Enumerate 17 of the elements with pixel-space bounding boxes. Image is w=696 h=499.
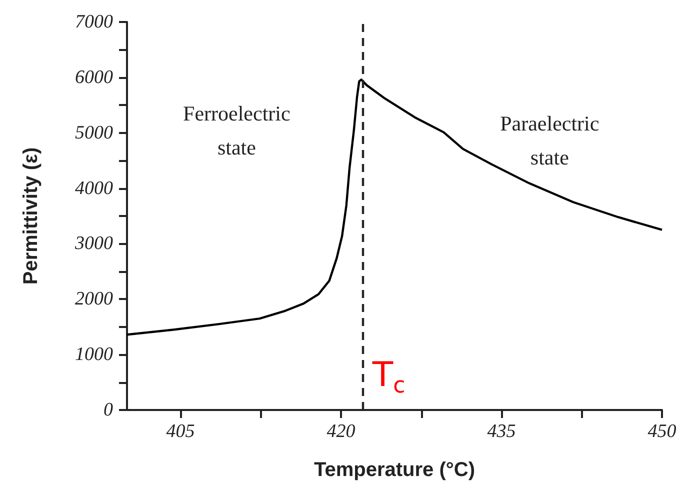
annotation: Ferroelectric state — [183, 102, 290, 160]
annotation: Paraelectric state — [500, 111, 600, 170]
x-tick-label: 405 — [166, 421, 195, 442]
y-tick-label: 7000 — [75, 12, 114, 32]
y-tick-label: 6000 — [75, 66, 114, 88]
y-tick-label: 1000 — [75, 344, 114, 366]
y-tick-label: 3000 — [74, 233, 114, 254]
y-tick-label: 2000 — [75, 288, 114, 310]
y-tick-label: 4000 — [75, 178, 114, 199]
line-series — [126, 78, 664, 336]
y-tick-label: 0 — [104, 400, 114, 420]
x-axis-title: Temperature (°C) — [314, 459, 475, 481]
x-tick-label: 435 — [487, 421, 516, 442]
x-tick-label: 420 — [326, 421, 356, 442]
y-axis-title: Permittivity (ε) — [20, 147, 42, 285]
y-tick-label: 5000 — [75, 122, 114, 144]
x-tick-label: 450 — [648, 421, 677, 442]
